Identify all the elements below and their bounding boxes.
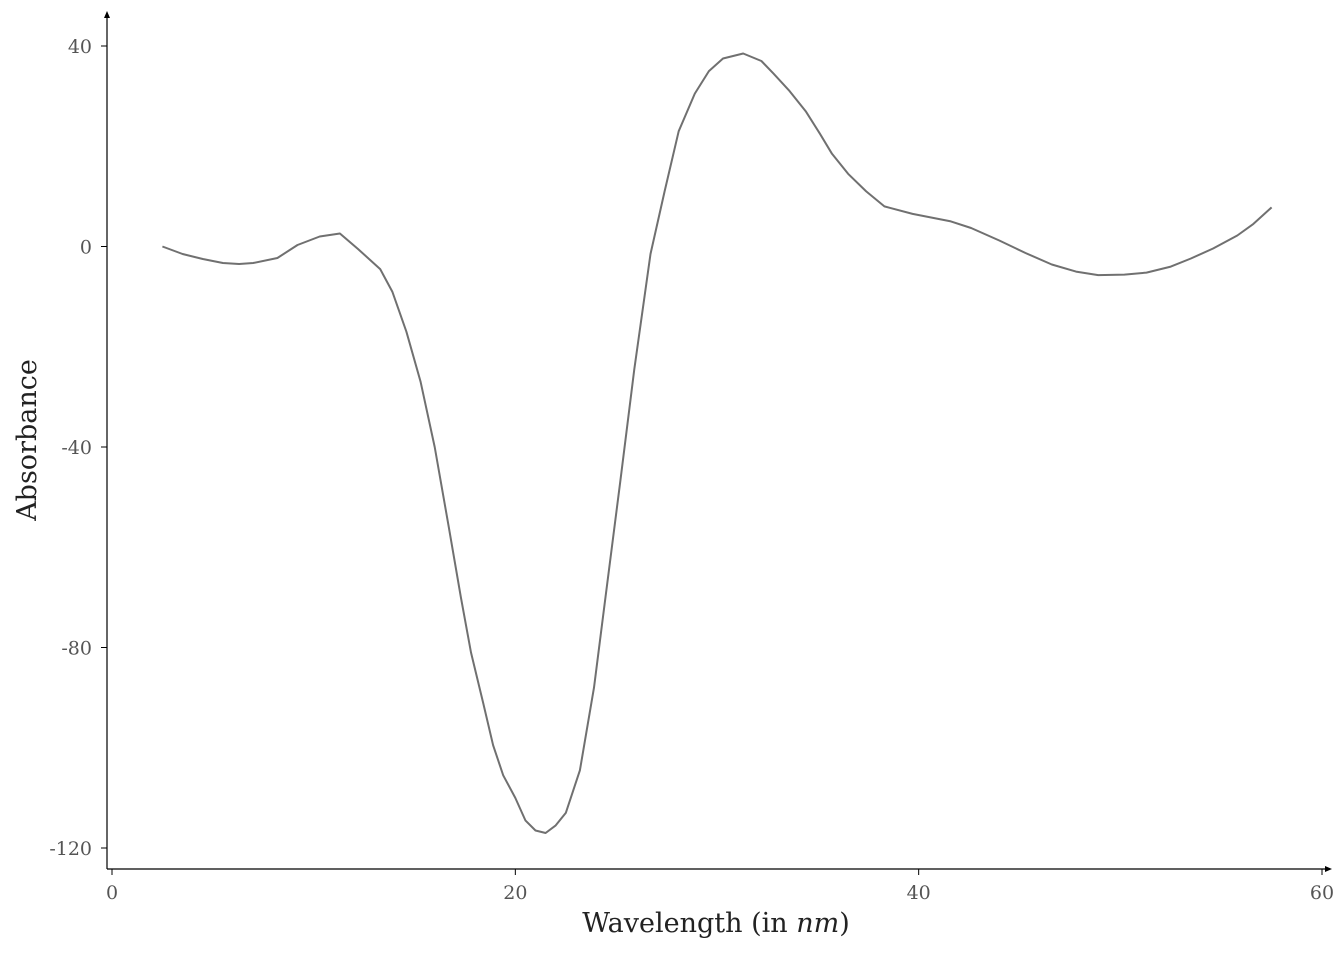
y-axis-arrow [104, 11, 110, 18]
ticks: 0 20 40 60 -120 -80 -40 0 40 [49, 36, 1334, 904]
y-tick-label: -40 [61, 437, 92, 459]
x-tick-label: 60 [1310, 882, 1334, 904]
absorbance-series-line [162, 52, 1273, 834]
y-tick-label: -120 [49, 838, 92, 860]
x-tick-label: 40 [907, 882, 931, 904]
y-tick-label: 0 [80, 237, 92, 259]
x-axis-title: Wavelength (in nm) [582, 908, 850, 939]
y-axis-title: Absorbance [12, 359, 43, 522]
x-tick-label: 0 [106, 882, 118, 904]
series-layer [162, 52, 1273, 834]
x-axis-arrow [1325, 866, 1332, 872]
y-tick-label: 40 [68, 36, 92, 58]
y-tick-label: -80 [61, 638, 92, 660]
x-tick-label: 20 [503, 882, 527, 904]
axes [104, 11, 1332, 872]
